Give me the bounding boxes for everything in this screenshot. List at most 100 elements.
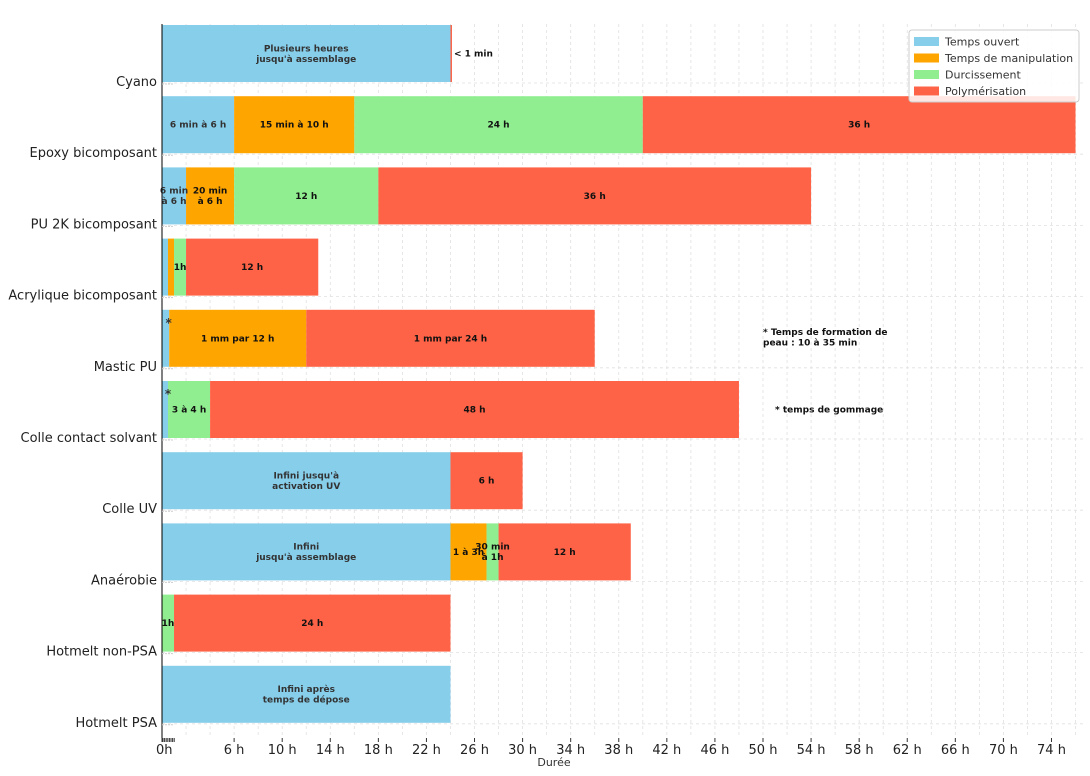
category-label: Colle UV [102,502,157,517]
category-label: PU 2K bicomposant [31,217,157,232]
x-tick-label: 10 h [268,743,297,758]
x-tick-label: 66 h [941,743,970,758]
bar-segment-label: 6 h [479,477,495,487]
legend-label: Temps de manipulation [944,52,1073,65]
bar-segment-hardening [234,167,379,225]
legend-swatch [914,37,939,46]
x-tick-label: 74 h [1037,743,1066,758]
bar-segment-label: 12 h [295,192,317,202]
annotations: * Temps de formation de peau : 10 à 35 mi… [763,328,888,415]
bar-segment-curing [174,594,451,652]
bar-segment-open [162,381,169,438]
x-tick-label: 42 h [652,743,681,758]
bar-segment-label: 36 h [584,192,606,202]
legend-label: Durcissement [945,69,1022,82]
x-tick-label: 38 h [604,743,633,758]
bar-segment-label: Infini après temps de dépose [263,684,350,706]
bar-segment-label: 6 min à 6 h [160,187,188,208]
bar-segment-hardening [354,96,643,154]
bar-segment-curing [378,167,812,225]
bar-segment-open [162,25,451,82]
category-label: Colle contact solvant [21,431,158,446]
bar-segment-curing [450,452,523,510]
x-tick-label: 70 h [989,743,1018,758]
bar-segment-hardening [162,594,175,652]
segment-labels: Plusieurs heures jusqu'à assemblage < 1 mi… [160,44,870,705]
legend: Temps ouvert Temps de manipulation Durciss… [908,29,1080,103]
x-tick-label: 34 h [556,743,585,758]
bar-segment-curing [642,96,1076,154]
x-axis-title: Durée [537,756,570,769]
category-label: Hotmelt non-PSA [46,645,157,660]
bar-segment-label: 30 min à 1h [475,543,510,564]
x-tick-label: 54 h [797,743,826,758]
bar-segment-label: Infini jusqu'à assemblage [255,543,356,564]
x-tick-label: 26 h [460,743,489,758]
category-label: Cyano [116,75,157,90]
legend-swatch [914,70,939,79]
annotation: * temps de gommage [775,406,883,416]
bar-segment-label: * [165,316,172,330]
bar-segment-label: 24 h [488,121,510,131]
bar-segment-label: 36 h [848,121,870,131]
bar-segment-open [162,167,187,225]
bar-segment-hardening [174,238,187,296]
bar-segment-curing [186,238,319,296]
legend-swatch [914,53,939,63]
bar-segment-label: 12 h [241,263,263,273]
bar-segment-label: Plusieurs heures jusqu'à assemblage [255,44,356,65]
bar-segment-label: 1 mm par 24 h [414,334,487,344]
bar-segment-open [162,665,451,723]
bar-segment-label: 48 h [463,406,485,416]
x-tick-label: 22 h [412,743,441,758]
bar-segment-label: 12 h [554,548,576,558]
bars [162,25,1076,723]
bar-segment-open [162,452,451,510]
x-tick-label: 58 h [845,743,874,758]
bar-segment-label: Infini jusqu'à activation UV [272,471,340,492]
category-label: Epoxy bicomposant [30,146,157,161]
category-label: Mastic PU [94,360,157,375]
bar-segment-label: < 1 min [454,50,493,60]
bar-segment-label: 24 h [301,619,323,629]
legend-label: Polymérisation [945,85,1026,98]
bar-segment-label: * [165,387,172,401]
x-tick-label: 6 h [224,743,245,758]
bar-segment-open [162,523,451,581]
bar-segment-open [162,96,235,154]
x-tick-label: 30 h [508,743,537,758]
annotation: * Temps de formation de peau : 10 à 35 mi… [763,328,888,349]
bar-segment-curing [210,381,739,438]
bar-segment-open [162,238,169,296]
x-tick-label: 62 h [893,743,922,758]
bar-segment-label: 20 min à 6 h [193,187,228,208]
bar-segment-label: 3 à 4 h [172,406,206,416]
legend-label: Temps ouvert [944,36,1020,49]
bar-segment-curing [306,309,595,367]
bar-segment-hardening [168,381,211,438]
x-tick-label: 50 h [749,743,778,758]
bar-segment-label: 1h [174,263,187,273]
x-tick-label: 46 h [700,743,729,758]
x-tick-label: 14 h [316,743,345,758]
legend-box [908,29,1080,103]
x-tick-labels: 0h 6 h 10 h 14 h 18 h 22 h 26 h 30 h 34 h 38 h 42 … [156,738,1066,758]
bar-segment-hardening [486,523,499,581]
bar-segment-open [162,309,170,367]
bar-segment-handling [169,309,307,367]
category-labels: Cyano Epoxy bicomposant PU 2K bicomposant A… [8,75,174,731]
category-label: Anaérobie [91,573,157,588]
bar-segment-handling [186,167,235,225]
bar-segment-curing [498,523,631,581]
x-tick-label: 0h [156,743,173,758]
category-label: Acrylique bicomposant [8,289,157,304]
bar-segment-label: 6 min à 6 h [170,121,226,131]
bar-segment-label: 1 mm par 12 h [201,334,274,344]
bar-segment-curing [450,25,452,82]
category-label: Hotmelt PSA [75,716,157,731]
bar-segment-label: 1h [162,619,175,629]
bar-segment-handling [450,523,487,581]
bar-segment-handling [234,96,355,154]
bar-segment-handling [168,238,175,296]
